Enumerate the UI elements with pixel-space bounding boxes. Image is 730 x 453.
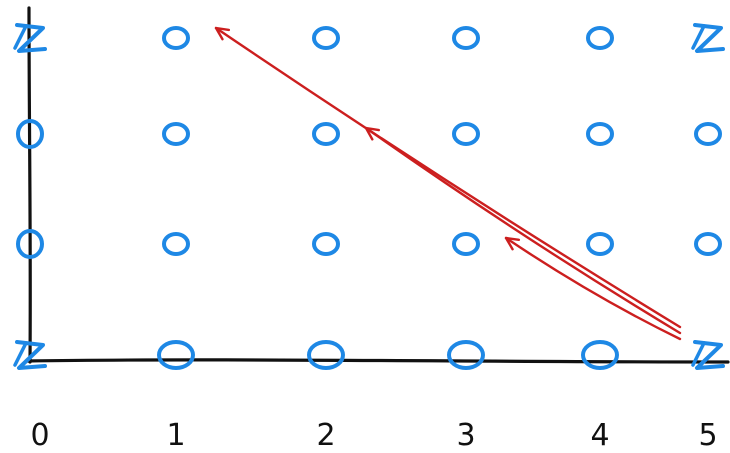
circle-node-icon [586,122,614,146]
circle-node-icon [452,26,480,50]
circle-node-icon [452,122,480,146]
circle-node-icon [581,340,619,370]
x-tick-label: 3 [456,418,475,453]
lattice-points [13,23,725,370]
arrow-2 [364,126,682,335]
x-tick-label: 5 [698,418,717,453]
circle-node-icon [452,232,480,256]
arrows [214,26,682,341]
circle-node-icon [162,122,190,146]
x-axis-labels: 0 1 2 3 4 5 [30,418,717,453]
x-tick-label: 0 [30,418,49,453]
x-tick-label: 2 [316,418,335,453]
circle-node-icon [162,232,190,256]
circle-node-icon [586,232,614,256]
circle-node-icon [694,122,722,146]
y-axis-line [27,6,32,364]
x-tick-label: 1 [166,418,185,453]
arrow-1 [214,26,682,329]
arrow-3 [504,236,682,341]
circle-node-icon [307,340,345,370]
z-mark-icon [13,340,47,370]
circle-node-icon [312,122,340,146]
axes [25,6,730,364]
z-mark-icon [13,23,47,53]
circle-node-icon [447,340,485,370]
circle-node-icon [312,232,340,256]
circle-node-icon [312,26,340,50]
circle-node-icon [157,340,195,370]
circle-node-icon [162,26,190,50]
circle-node-icon [16,119,44,149]
circle-node-icon [694,232,722,256]
circle-node-icon [586,26,614,50]
x-axis-line [25,358,730,364]
x-tick-label: 4 [590,418,609,453]
z-mark-icon [691,340,725,370]
circle-node-icon [16,229,44,259]
z-mark-icon [691,23,725,53]
